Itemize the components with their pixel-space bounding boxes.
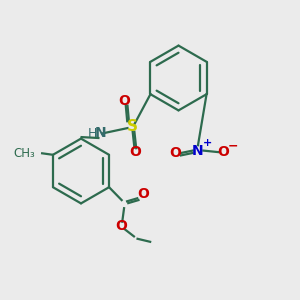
Text: O: O (129, 145, 141, 159)
Text: O: O (118, 94, 130, 108)
Text: S: S (127, 119, 137, 134)
Text: O: O (137, 187, 149, 201)
Text: CH₃: CH₃ (14, 147, 35, 160)
Text: +: + (202, 138, 211, 148)
Text: H: H (88, 127, 97, 140)
Text: −: − (227, 140, 238, 153)
Text: N: N (95, 127, 106, 140)
Text: O: O (115, 219, 127, 233)
Text: O: O (218, 145, 230, 159)
Text: O: O (169, 146, 181, 160)
Text: N: N (192, 144, 204, 158)
